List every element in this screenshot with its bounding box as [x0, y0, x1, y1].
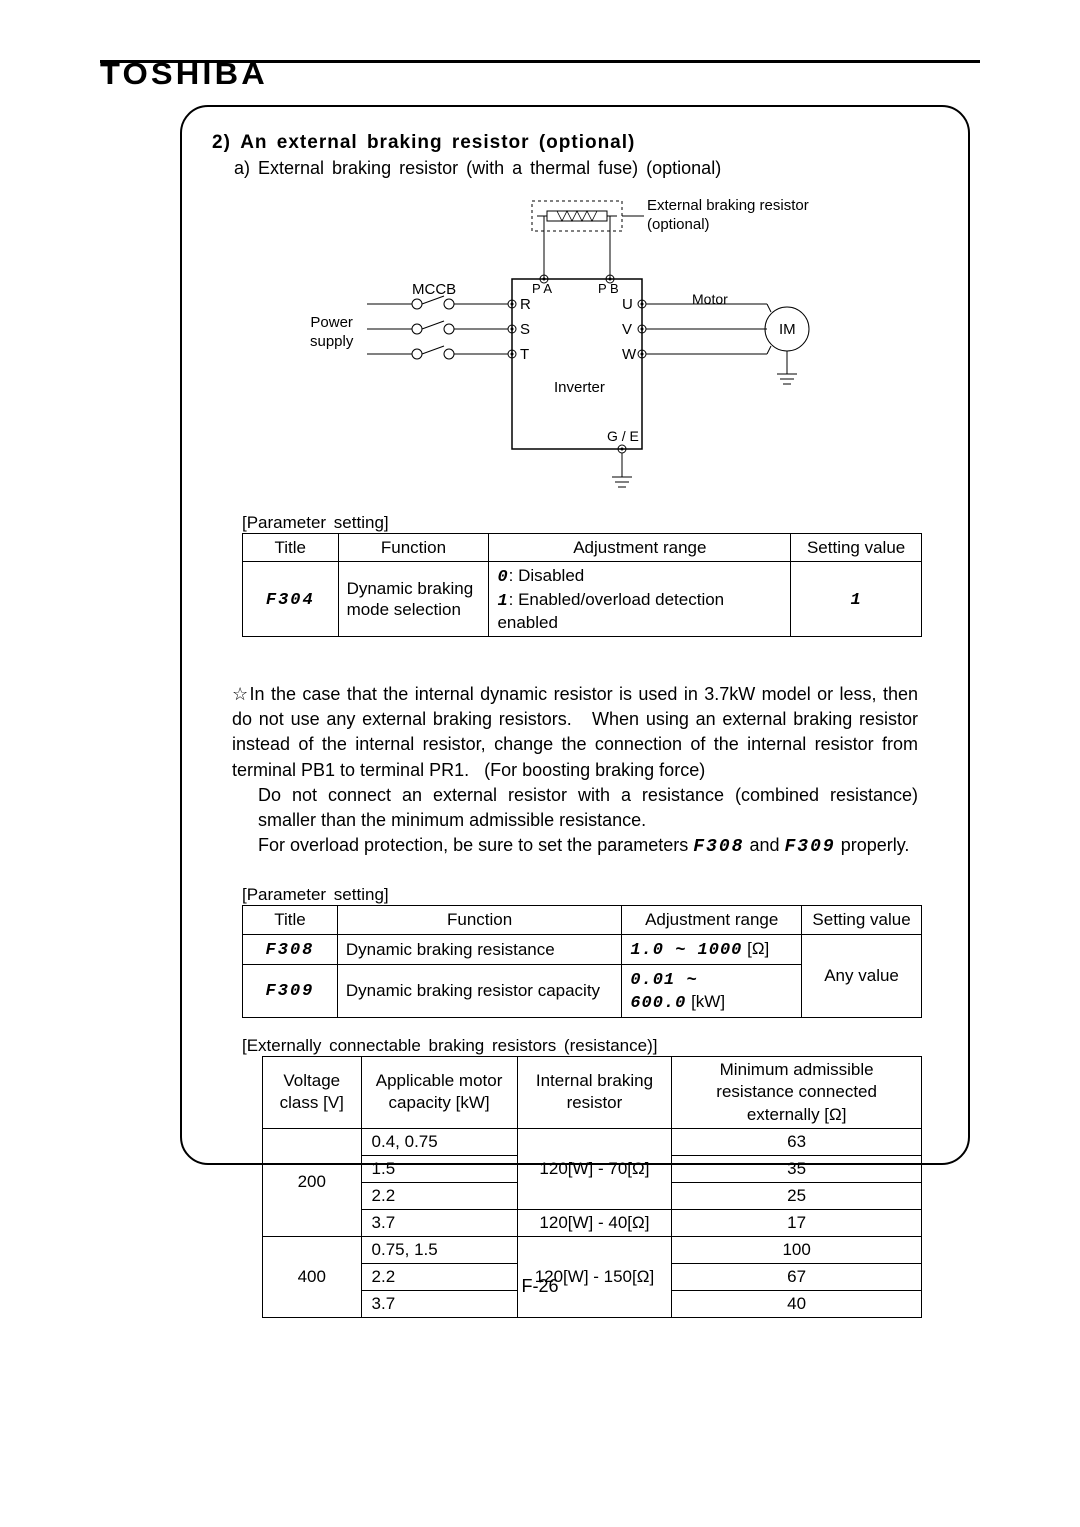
col-voltage: Voltage class [V] [263, 1057, 362, 1128]
terminal-w-label: W [622, 346, 636, 363]
table-row: Voltage class [V] Applicable motor capac… [263, 1057, 922, 1128]
col-min: Minimum admissible resistance connected … [672, 1057, 922, 1128]
terminal-r-label: R [520, 296, 531, 313]
parameter-table-1: Title Function Adjustment range Setting … [242, 533, 922, 637]
terminal-pa-label: P A [532, 281, 552, 296]
col-title: Title [243, 906, 338, 934]
section-title-text: An external braking resistor (optional) [240, 132, 635, 153]
capacity-cell: 3.7 [361, 1209, 517, 1236]
voltage-cell: 200 [263, 1128, 362, 1236]
table-row: F308 Dynamic braking resistance 1.0 ~ 10… [243, 934, 922, 964]
resistor-table-label: [Externally connectable braking resistor… [242, 1036, 938, 1056]
table-row: Title Function Adjustment range Setting … [243, 906, 922, 934]
internal-resistor-cell: 120[W] - 40[Ω] [517, 1209, 672, 1236]
table-row: 2000.4, 0.75120[W] - 70[Ω]63 [263, 1128, 922, 1155]
note-paragraph-2: Do not connect an external resistor with… [258, 783, 918, 833]
col-setting: Setting value [791, 534, 922, 562]
min-resistance-cell: 17 [672, 1209, 922, 1236]
note-block: ☆In the case that the internal dynamic r… [232, 682, 918, 860]
param-code: F309 [266, 982, 315, 1001]
motor-label: Motor [692, 291, 728, 307]
terminal-v-label: V [622, 321, 632, 338]
capacity-cell: 1.5 [361, 1155, 517, 1182]
motor-im-label: IM [779, 321, 796, 338]
param-setting: Any value [802, 934, 922, 1018]
terminal-t-label: T [520, 346, 529, 363]
internal-resistor-cell: 120[W] - 70[Ω] [517, 1128, 672, 1209]
col-function: Function [338, 534, 489, 562]
note-paragraph-1: In the case that the internal dynamic re… [232, 684, 918, 780]
header-rule [100, 60, 980, 63]
external-resistor-label: External braking resistor (optional) [647, 197, 847, 235]
terminal-ge-label: G / E [607, 428, 639, 444]
capacity-cell: 0.75, 1.5 [361, 1236, 517, 1263]
table-row: 4000.75, 1.5120[W] - 150[Ω]100 [263, 1236, 922, 1263]
mccb-label: MCCB [412, 281, 456, 298]
min-resistance-cell: 35 [672, 1155, 922, 1182]
param-range: 1.0 ~ 1000 [Ω] [622, 934, 802, 964]
content-frame: 2) An external braking resistor (optiona… [180, 105, 970, 1165]
param-code: F308 [266, 941, 315, 960]
parameter-setting-label-2: [Parameter setting] [242, 885, 938, 905]
param-function: Dynamic braking mode selection [338, 562, 489, 637]
col-capacity: Applicable motor capacity [kW] [361, 1057, 517, 1128]
col-function: Function [337, 906, 621, 934]
col-range: Adjustment range [622, 906, 802, 934]
terminal-u-label: U [622, 296, 633, 313]
min-resistance-cell: 100 [672, 1236, 922, 1263]
min-resistance-cell: 63 [672, 1128, 922, 1155]
capacity-cell: 2.2 [361, 1182, 517, 1209]
col-title: Title [243, 534, 339, 562]
section-title: 2) An external braking resistor (optiona… [212, 132, 938, 154]
col-range: Adjustment range [489, 534, 791, 562]
page-number: F-26 [0, 1276, 1080, 1297]
parameter-setting-label-1: [Parameter setting] [242, 513, 938, 533]
param-function: Dynamic braking resistance [337, 934, 621, 964]
col-setting: Setting value [802, 906, 922, 934]
circuit-diagram: Power supply MCCB R S T U V W P A P B In… [212, 189, 938, 509]
table-row: F304 Dynamic braking mode selection 0: D… [243, 562, 922, 637]
table-row: Title Function Adjustment range Setting … [243, 534, 922, 562]
section-number: 2) [212, 132, 231, 153]
inverter-label: Inverter [554, 379, 605, 396]
param-code: F304 [266, 591, 315, 610]
note-paragraph-3: For overload protection, be sure to set … [258, 833, 918, 860]
param-range: 0: Disabled 1: Enabled/overload detectio… [489, 562, 791, 637]
power-supply-label: Power supply [310, 314, 353, 352]
parameter-table-2: Title Function Adjustment range Setting … [242, 905, 922, 1018]
terminal-pb-label: P B [598, 281, 619, 296]
table-row: 3.7120[W] - 40[Ω]17 [263, 1209, 922, 1236]
col-internal: Internal braking resistor [517, 1057, 672, 1128]
star-icon: ☆ [232, 684, 250, 704]
terminal-s-label: S [520, 321, 530, 338]
section-subtitle: a) External braking resistor (with a the… [234, 158, 938, 179]
param-range: 0.01 ~ 600.0 [kW] [622, 964, 802, 1018]
param-function: Dynamic braking resistor capacity [337, 964, 621, 1018]
capacity-cell: 0.4, 0.75 [361, 1128, 517, 1155]
min-resistance-cell: 25 [672, 1182, 922, 1209]
param-setting: 1 [851, 591, 862, 610]
